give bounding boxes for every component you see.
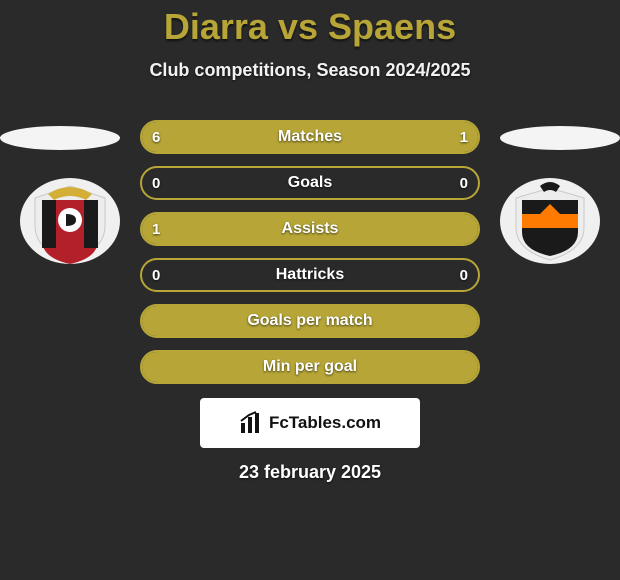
headline: Diarra vs Spaens [0, 0, 620, 48]
player1-name: Diarra [164, 6, 268, 47]
player2-name: Spaens [328, 6, 456, 47]
brand-text: FcTables.com [269, 413, 381, 433]
deinze-crest [500, 178, 600, 264]
subtitle: Club competitions, Season 2024/2025 [0, 60, 620, 81]
bar-label: Assists [142, 214, 478, 244]
value-right: 1 [450, 122, 478, 152]
vs-text: vs [278, 6, 318, 47]
stat-row-goals: Goals0 0 [140, 166, 480, 200]
value-left: 1 [142, 214, 170, 244]
bar-label: Hattricks [142, 260, 478, 290]
stat-row-goals-per-match: Goals per match [140, 304, 480, 338]
player2-photo-placeholder [500, 126, 620, 150]
value-left: 6 [142, 122, 170, 152]
stat-row-matches: Matches6 1 [140, 120, 480, 154]
bar-label: Matches [142, 122, 478, 152]
stat-bars: Matches61Goals00Assists1Hattricks00Goals… [140, 120, 480, 396]
stat-row-assists: Assists1 [140, 212, 480, 246]
value-right: 0 [450, 260, 478, 290]
value-left: 0 [142, 168, 170, 198]
stat-row-hattricks: Hattricks0 0 [140, 258, 480, 292]
brand-badge: FcTables.com [200, 398, 420, 448]
seraing-crest [20, 178, 120, 264]
date-text: 23 february 2025 [0, 462, 620, 483]
bar-label: Goals per match [142, 306, 478, 336]
value-right: 0 [450, 168, 478, 198]
player1-photo-placeholder [0, 126, 120, 150]
bar-label: Goals [142, 168, 478, 198]
footer: FcTables.com 23 february 2025 [0, 390, 620, 483]
stat-row-min-per-goal: Min per goal [140, 350, 480, 384]
value-left: 0 [142, 260, 170, 290]
chart-icon [239, 411, 263, 435]
comparison-widget: Diarra vs Spaens Club competitions, Seas… [0, 0, 620, 580]
bar-label: Min per goal [142, 352, 478, 382]
